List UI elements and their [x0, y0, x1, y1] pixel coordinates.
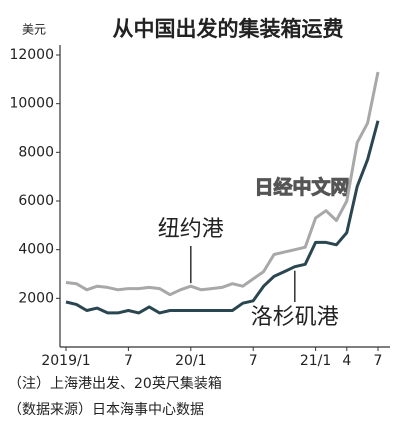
- y-tick-label: 12000: [9, 47, 54, 63]
- y-tick-label: 10000: [9, 96, 54, 112]
- x-tick-label: 4: [342, 353, 351, 369]
- chart-title: 从中国出发的集装箱运费: [113, 17, 344, 41]
- x-tick-label: 2019/1: [41, 353, 90, 369]
- watermark: 日经中文网: [254, 176, 349, 199]
- series-label: 纽约港: [158, 217, 224, 242]
- line-series: [65, 71, 380, 297]
- line-series: [65, 120, 380, 315]
- x-tick-label: 7: [124, 353, 133, 369]
- series-label: 洛杉矶港: [251, 305, 339, 330]
- y-axis-label: 美元: [22, 23, 46, 37]
- y-tick-label: 4000: [18, 242, 54, 258]
- y-tick-label: 2000: [18, 290, 54, 306]
- x-tick-label: 7: [249, 353, 258, 369]
- note: （注）上海港出发、20英尺集装箱: [8, 375, 222, 392]
- x-tick-label: 21/1: [300, 353, 331, 369]
- y-tick-label: 6000: [18, 193, 54, 209]
- note: （数据来源）日本海事中心数据: [8, 402, 204, 418]
- y-tick-label: 8000: [18, 144, 54, 160]
- x-tick-label: 20/1: [175, 353, 206, 369]
- x-tick-label: 7: [374, 353, 383, 369]
